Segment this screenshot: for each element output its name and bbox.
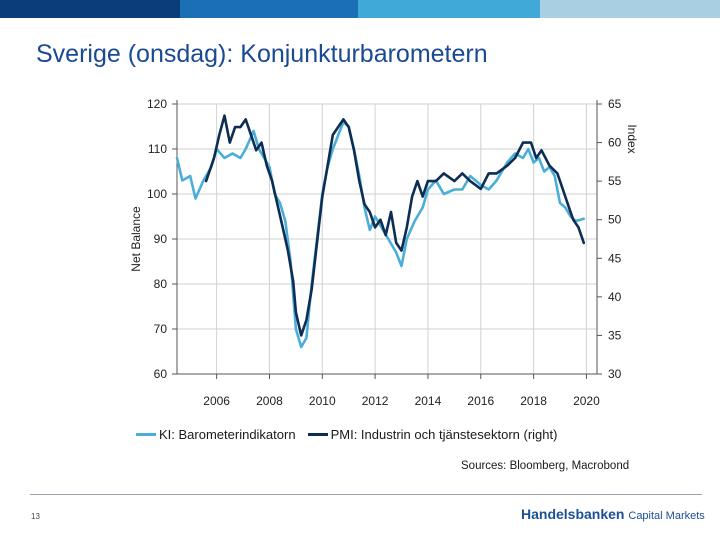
legend-swatch-ki	[136, 433, 156, 436]
x-tick-label: 2010	[309, 394, 336, 408]
page-number: 13	[31, 512, 40, 521]
right-tick-label: 60	[608, 136, 622, 150]
series-line-ki	[175, 120, 586, 349]
legend-label-ki: KI: Barometerindikatorn	[159, 427, 296, 442]
left-tick-label: 120	[147, 97, 167, 111]
left-tick-label: 60	[154, 367, 168, 381]
right-tick-label: 50	[608, 213, 622, 227]
legend-item-pmi: PMI: Industrin och tjänstesektorn (right…	[307, 427, 558, 442]
y-axis-label-right: Index	[625, 124, 639, 153]
left-tick-label: 100	[147, 187, 167, 201]
x-tick-label: 2018	[520, 394, 547, 408]
brand-name: Handelsbanken	[521, 506, 625, 522]
top-bar-segment-3	[358, 0, 540, 18]
right-tick-label: 55	[608, 174, 622, 188]
brand-sub: Capital Markets	[628, 510, 705, 522]
x-tick-label: 2020	[573, 394, 600, 408]
right-tick-label: 30	[608, 367, 622, 381]
left-tick-label: 80	[154, 277, 168, 291]
x-tick-label: 2014	[415, 394, 442, 408]
x-tick-label: 2008	[256, 394, 283, 408]
right-tick-label: 45	[608, 251, 622, 265]
legend-label-pmi: PMI: Industrin och tjänstesektorn (right…	[330, 427, 558, 442]
x-tick-label: 2006	[203, 394, 230, 408]
right-tick-label: 35	[608, 328, 622, 342]
left-tick-label: 110	[148, 142, 167, 156]
left-tick-label: 90	[154, 232, 168, 246]
x-tick-label: 2016	[467, 394, 494, 408]
chart-source: Sources: Bloomberg, Macrobond	[461, 460, 630, 472]
footer-divider	[30, 494, 702, 495]
series-line-pmi	[204, 114, 586, 337]
x-tick-label: 2012	[362, 394, 389, 408]
top-bar-segment-4	[540, 0, 720, 18]
top-color-bar	[0, 0, 720, 18]
y-axis-label-left: Net Balance	[129, 206, 143, 272]
right-tick-label: 40	[608, 290, 622, 304]
top-bar-segment-2	[180, 0, 358, 18]
brand-logo: Handelsbanken Capital Markets	[521, 506, 705, 522]
left-tick-label: 70	[154, 322, 168, 336]
legend-swatch-pmi	[307, 433, 328, 436]
chart-legend: KI: Barometerindikatorn PMI: Industrin o…	[136, 427, 569, 442]
right-tick-label: 65	[608, 97, 622, 111]
slide-title: Sverige (onsdag): Konjunkturbarometern	[36, 40, 488, 68]
legend-item-ki: KI: Barometerindikatorn	[136, 427, 296, 442]
top-bar-segment-1	[0, 0, 180, 18]
